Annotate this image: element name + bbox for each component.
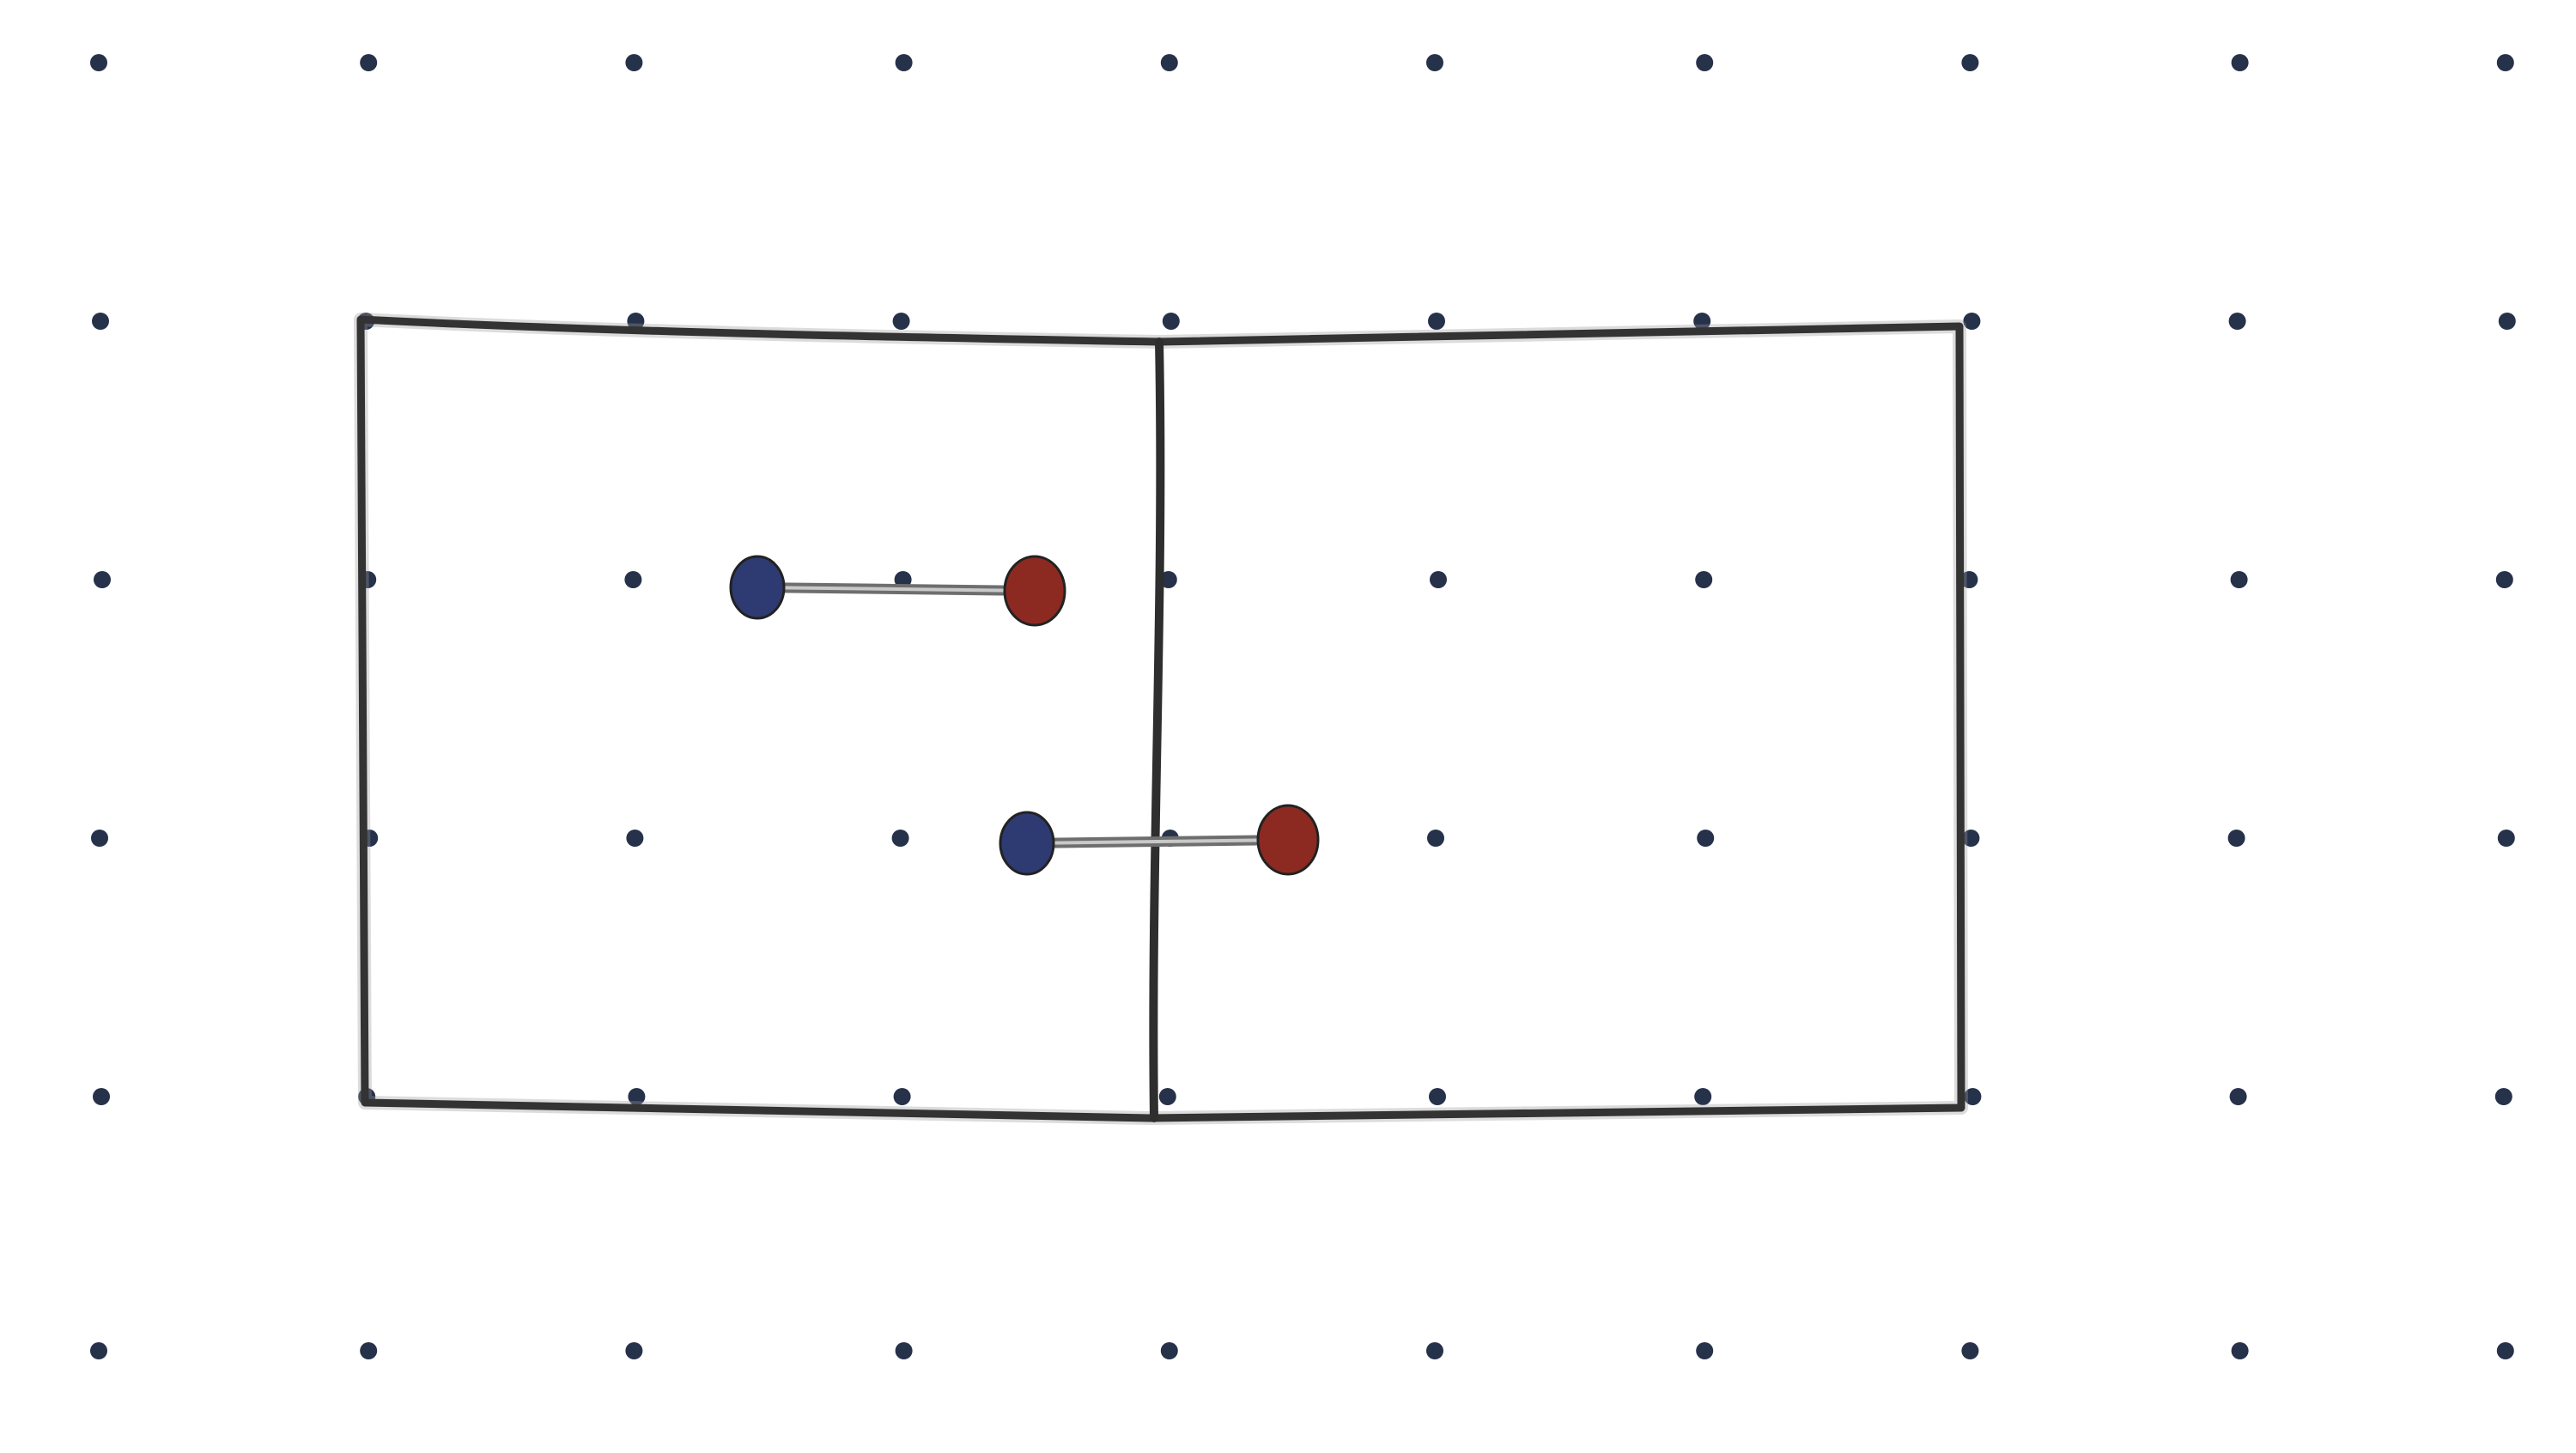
molecule-pair-left-cell: [729, 555, 1066, 627]
grid-dot: [2497, 830, 2515, 847]
grid-dot: [2227, 830, 2245, 847]
grid-dot: [1964, 1088, 1982, 1105]
molecule-pair-crossing-divider: [999, 804, 1320, 876]
grid-dot: [1428, 313, 1445, 330]
red-atom: [1003, 555, 1066, 627]
grid-dot: [1430, 571, 1447, 588]
grid-dot: [1695, 571, 1713, 588]
grid-dot: [1960, 571, 1978, 588]
blue-atom: [999, 811, 1055, 876]
grid-dot: [2496, 54, 2514, 71]
grid-dot: [360, 54, 378, 71]
grid-dot: [895, 54, 913, 71]
grid-dot: [1427, 830, 1444, 847]
grid-dot: [1963, 313, 1981, 330]
grid-dot: [891, 830, 909, 847]
cell-divider: [1149, 337, 1165, 1122]
grid-dot: [1429, 1088, 1446, 1105]
grid-dot: [892, 313, 910, 330]
grid-dot: [2230, 571, 2248, 588]
bond-highlight: [756, 586, 1036, 593]
grid-dot: [1159, 571, 1177, 588]
grid-dot: [90, 1342, 107, 1359]
red-atom: [1256, 804, 1320, 876]
grid-dot: [1160, 54, 1178, 71]
grid-dot: [628, 1088, 646, 1105]
grid-dot: [2231, 1342, 2249, 1359]
grid-dot: [893, 1088, 911, 1105]
box-outline: [356, 315, 1965, 1122]
grid-dot: [1696, 1342, 1714, 1359]
blue-atom: [729, 555, 786, 620]
box-frame: [354, 313, 1968, 1125]
grid-dot: [2231, 54, 2249, 71]
grid-dot: [1961, 54, 1979, 71]
grid-dot: [1426, 54, 1443, 71]
grid-dot: [91, 830, 108, 847]
grid-dot: [2494, 1088, 2512, 1105]
grid-dot: [626, 830, 644, 847]
grid-dot: [2495, 571, 2513, 588]
grid-dot: [1158, 1088, 1176, 1105]
grid-dot: [360, 1342, 378, 1359]
dot-grid: [90, 54, 2516, 1359]
grid-dot: [92, 313, 109, 330]
grid-dot: [1697, 830, 1715, 847]
grid-dot: [1962, 830, 1980, 847]
grid-dot: [2496, 1342, 2514, 1359]
grid-dot: [1162, 313, 1180, 330]
grid-dot: [624, 571, 642, 588]
grid-dot: [1426, 1342, 1443, 1359]
grid-dot: [1160, 1342, 1178, 1359]
grid-dot: [625, 54, 643, 71]
grid-dot: [2498, 313, 2516, 330]
grid-dot: [94, 571, 111, 588]
grid-dot: [2228, 313, 2246, 330]
grid-dot: [1694, 1088, 1712, 1105]
grid-dot: [90, 54, 107, 71]
grid-dot: [895, 1342, 913, 1359]
grid-dot: [1696, 54, 1714, 71]
grid-dot: [894, 571, 912, 588]
grid-dot: [93, 1088, 110, 1105]
grid-dot: [625, 1342, 643, 1359]
bond-highlight: [1025, 838, 1290, 845]
grid-dot: [627, 313, 645, 330]
molecules: [729, 555, 1320, 876]
grid-dot: [2229, 1088, 2247, 1105]
grid-dot: [1693, 313, 1711, 330]
grid-dot: [1961, 1342, 1979, 1359]
